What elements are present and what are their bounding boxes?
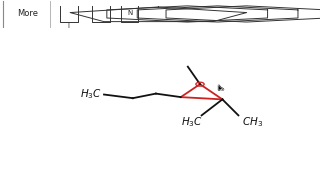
Text: I: I xyxy=(68,23,70,29)
Polygon shape xyxy=(219,85,224,90)
Text: More: More xyxy=(17,9,38,18)
Text: $CH_3$: $CH_3$ xyxy=(242,115,263,129)
Text: N: N xyxy=(127,10,132,16)
Text: $H_3C$: $H_3C$ xyxy=(79,88,101,101)
Text: $H_3C$: $H_3C$ xyxy=(181,115,203,129)
